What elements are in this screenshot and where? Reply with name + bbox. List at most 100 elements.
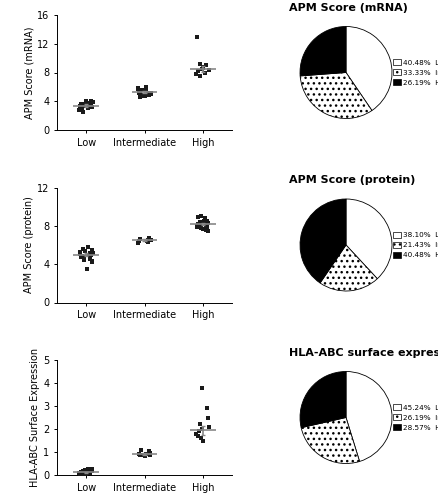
Point (135, 85, 142, 93)
Point (197, 420, 204, 428)
Point (81, 256, 88, 264)
Point (148, 236, 155, 244)
Point (81, 466, 88, 474)
Point (197, 221, 204, 229)
Wedge shape (320, 245, 377, 291)
Point (79, 468, 86, 476)
Text: APM Score (mRNA): APM Score (mRNA) (289, 3, 407, 13)
Point (76, 470, 83, 478)
Point (204, 404, 211, 412)
Point (137, 88, 144, 96)
Point (84, 243, 91, 251)
Point (202, 222, 209, 230)
Point (88, 464, 95, 472)
Point (78, 252, 85, 260)
Point (89, 103, 96, 111)
Point (78, 252, 85, 260)
Point (76, 106, 83, 114)
Point (88, 467, 95, 475)
Point (78, 105, 85, 113)
Point (80, 466, 87, 474)
Point (146, 452, 153, 460)
Point (80, 470, 87, 478)
Point (136, 450, 143, 458)
Point (83, 265, 90, 273)
Point (147, 90, 154, 98)
Point (86, 469, 93, 477)
Y-axis label: APM Score (protein): APM Score (protein) (24, 196, 34, 294)
Point (143, 90, 150, 98)
Point (205, 219, 212, 227)
Point (137, 446, 144, 454)
Text: APM Score (protein): APM Score (protein) (289, 176, 415, 186)
Point (194, 213, 201, 221)
Point (196, 60, 203, 68)
Wedge shape (300, 72, 372, 118)
Text: HLA-ABC surface expression: HLA-ABC surface expression (289, 348, 438, 358)
Point (197, 72, 204, 80)
Point (134, 84, 141, 92)
Point (197, 434, 204, 442)
Point (76, 469, 83, 477)
Point (148, 88, 155, 96)
Point (80, 245, 87, 253)
Point (142, 87, 149, 95)
Point (203, 226, 210, 234)
Point (141, 92, 148, 100)
Point (145, 238, 152, 246)
Point (77, 470, 84, 478)
Y-axis label: APM Score (mRNA): APM Score (mRNA) (24, 26, 34, 118)
Point (88, 258, 95, 266)
Point (86, 256, 93, 264)
Point (80, 102, 87, 110)
Point (79, 470, 86, 478)
Point (145, 91, 152, 99)
Point (197, 212, 204, 220)
Point (194, 222, 201, 230)
Point (138, 451, 145, 459)
Wedge shape (300, 199, 346, 283)
Point (144, 237, 151, 245)
Point (194, 67, 201, 75)
Point (199, 62, 206, 70)
Legend: 45.24%  Low, 26.19%  Intermediate, 28.57%  High: 45.24% Low, 26.19% Intermediate, 28.57% … (393, 404, 438, 430)
Point (139, 86, 146, 94)
Point (78, 103, 85, 111)
Point (145, 447, 152, 455)
Point (78, 468, 85, 476)
Point (85, 465, 92, 473)
Point (145, 448, 152, 456)
Point (85, 102, 92, 110)
Point (136, 88, 143, 96)
Point (198, 224, 205, 232)
Point (142, 83, 149, 91)
Point (77, 102, 84, 110)
Point (83, 468, 90, 476)
Point (78, 104, 85, 112)
Point (78, 252, 85, 260)
Point (194, 32, 201, 40)
Point (137, 236, 144, 244)
Point (135, 237, 142, 245)
Point (197, 218, 204, 226)
Wedge shape (346, 199, 392, 278)
Point (87, 250, 94, 258)
Point (203, 217, 210, 225)
Point (83, 96, 90, 104)
Y-axis label: HLA-ABC Surface Expression: HLA-ABC Surface Expression (30, 348, 40, 487)
Point (199, 224, 206, 232)
Point (201, 216, 208, 224)
Point (78, 100, 85, 108)
Wedge shape (300, 26, 346, 76)
Point (203, 224, 210, 232)
Point (193, 223, 200, 231)
Legend: 40.48%  Low, 33.33%  Intermediate, 26.19%  High: 40.48% Low, 33.33% Intermediate, 26.19% … (393, 60, 438, 86)
Point (202, 62, 209, 70)
Point (77, 250, 84, 258)
Point (198, 384, 205, 392)
Point (136, 93, 143, 101)
Point (81, 100, 88, 108)
Point (81, 466, 88, 474)
Point (87, 248, 94, 256)
Point (81, 247, 88, 255)
